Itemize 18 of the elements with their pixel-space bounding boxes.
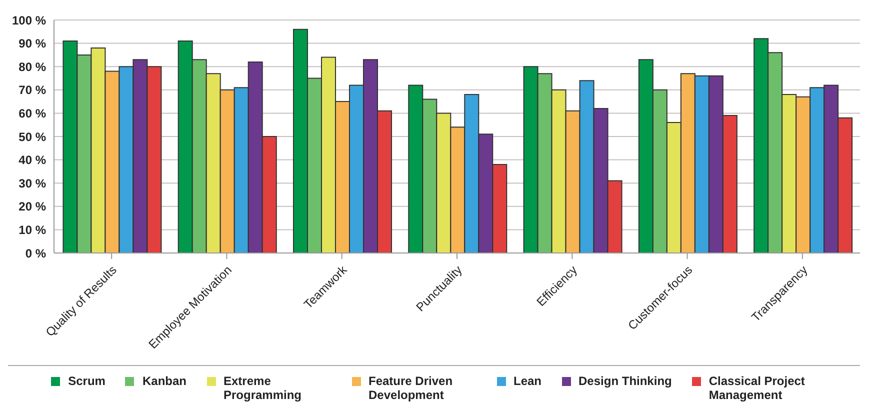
y-tick-label: 30 % [18, 176, 46, 190]
y-tick-label: 90 % [18, 36, 46, 51]
y-tick-label: 80 % [18, 60, 46, 74]
y-tick-label: 0 % [25, 246, 46, 260]
legend-label: Feature Driven Development [368, 374, 454, 402]
legend-label: Extreme Programming [224, 374, 303, 402]
y-tick-label: 70 % [18, 83, 46, 98]
y-tick-label: 50 % [18, 130, 46, 144]
legend-label: Scrum [68, 374, 106, 388]
legend-label: Kanban [142, 374, 186, 388]
y-tick-label: 10 % [18, 222, 46, 237]
legend-label: Design Thinking [578, 374, 672, 388]
y-tick-label: 100 % [12, 13, 46, 28]
y-tick-label: 40 % [18, 153, 46, 168]
y-tick-label: 60 % [18, 106, 46, 120]
legend-label: Classical Project Management [708, 374, 806, 402]
legend-label: Lean [514, 374, 542, 388]
y-tick-label: 20 % [18, 200, 46, 214]
